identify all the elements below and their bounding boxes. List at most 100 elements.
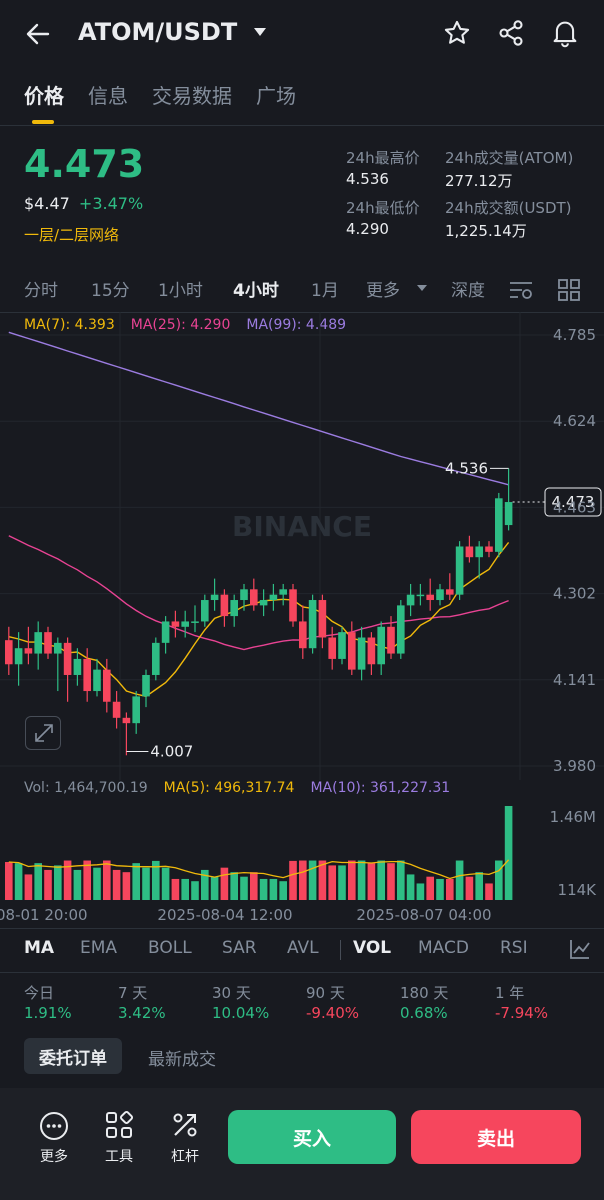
candle: [455, 541, 464, 601]
candle-body: [436, 589, 444, 601]
ind-ema[interactable]: EMA: [80, 938, 118, 958]
candle-body: [201, 600, 209, 622]
high-value: 4.536: [346, 170, 389, 188]
candle: [397, 600, 405, 659]
volume-bar: [161, 867, 170, 900]
volume-bar: [171, 878, 180, 900]
volume-bar: [112, 869, 121, 900]
candle: [171, 610, 180, 638]
candle-body: [103, 669, 111, 702]
tab-price[interactable]: 价格: [24, 84, 64, 108]
x-tick-label: 2025-08-04 12:00: [157, 906, 292, 924]
ind-macd[interactable]: MACD: [418, 938, 469, 958]
tab-open-orders[interactable]: 委托订单: [24, 1038, 122, 1074]
indicator-chart-icon[interactable]: [568, 937, 592, 961]
candle: [465, 535, 474, 563]
volume-bar: [318, 860, 327, 900]
volume-bar: [103, 860, 111, 900]
buy-button[interactable]: 买入: [228, 1110, 396, 1164]
ind-rsi[interactable]: RSI: [500, 938, 528, 958]
ind-sar[interactable]: SAR: [222, 938, 257, 958]
candle-body: [465, 546, 474, 558]
candle-body: [299, 621, 307, 649]
tools-icon[interactable]: [104, 1110, 134, 1140]
ind-boll[interactable]: BOLL: [148, 938, 192, 958]
candle-body: [367, 637, 376, 665]
candle: [152, 637, 160, 681]
tab-latest-trades[interactable]: 最新成交: [148, 1050, 216, 1070]
ind-ma[interactable]: MA: [24, 938, 55, 958]
sell-button[interactable]: 卖出: [411, 1110, 581, 1164]
candle-body: [152, 642, 160, 675]
back-arrow-icon[interactable]: [24, 20, 52, 48]
interval-depth[interactable]: 深度: [451, 281, 485, 301]
volume-bar: [201, 869, 209, 900]
performance-label: 180 天: [400, 984, 449, 1002]
interval-15m[interactable]: 15分: [91, 281, 130, 301]
fullscreen-button[interactable]: [25, 716, 61, 750]
interval-time[interactable]: 分时: [24, 281, 58, 301]
candle: [495, 492, 503, 558]
candle: [122, 712, 131, 756]
star-icon[interactable]: [443, 19, 471, 47]
tools-label[interactable]: 工具: [105, 1149, 133, 1165]
candle: [259, 589, 268, 617]
leverage-icon[interactable]: [170, 1110, 200, 1140]
performance-label: 7 天: [118, 984, 148, 1002]
pair-title[interactable]: ATOM/USDT: [78, 18, 238, 46]
volume-bar: [132, 863, 140, 900]
volume-bar: [230, 872, 238, 900]
chart-settings-icon[interactable]: [508, 278, 534, 302]
candle-body: [83, 658, 91, 692]
tab-trading-data[interactable]: 交易数据: [152, 84, 232, 108]
expand-icon: [35, 724, 53, 742]
main-tabs: 价格 信息 交易数据 广场: [24, 80, 296, 109]
ma-legend: MA(7): 4.393 MA(25): 4.290 MA(99): 4.489: [24, 317, 346, 333]
divider: [0, 125, 604, 126]
category-tag[interactable]: 一层/二层网络: [24, 226, 120, 244]
more-label[interactable]: 更多: [40, 1149, 68, 1165]
performance-value: 3.42%: [118, 1004, 166, 1022]
candle: [103, 658, 111, 713]
tab-info[interactable]: 信息: [88, 84, 128, 108]
candle-body: [357, 637, 366, 670]
volume-label: 24h成交量(ATOM): [445, 149, 574, 167]
interval-1h[interactable]: 1小时: [158, 281, 203, 301]
vol-ma5-path: [8, 859, 510, 880]
volume-chart[interactable]: 1.46M 114K 08-01 20:00 2025-08-04 12:00 2025…: [0, 800, 604, 930]
performance-label: 90 天: [306, 984, 345, 1002]
candle-body: [455, 546, 464, 595]
leverage-label[interactable]: 杠杆: [171, 1149, 199, 1165]
interval-more[interactable]: 更多: [366, 281, 400, 301]
tab-square[interactable]: 广场: [256, 84, 296, 108]
candle-body: [387, 626, 395, 654]
interval-4h[interactable]: 4小时: [233, 281, 279, 301]
volume-bar: [357, 860, 366, 900]
candle: [250, 578, 258, 611]
candle: [181, 610, 189, 638]
ind-avl[interactable]: AVL: [287, 938, 319, 958]
candle-body: [318, 600, 327, 638]
performance-value: 0.68%: [400, 1004, 448, 1022]
bell-icon[interactable]: [551, 18, 579, 48]
volume-bar: [308, 860, 317, 900]
share-icon[interactable]: [497, 19, 525, 47]
candle: [426, 578, 434, 611]
y-tick-label: 4.624: [553, 412, 596, 430]
candlestick-chart[interactable]: BINANCE 4.473 4.536 4.007 4.785 4.624 4.463 4…: [0, 312, 604, 780]
low-label: 24h最低价: [346, 199, 420, 217]
more-circle-icon[interactable]: [38, 1110, 70, 1142]
candle: [279, 583, 287, 606]
layout-grid-icon[interactable]: [557, 278, 581, 302]
candle-body: [171, 621, 180, 627]
candle: [132, 691, 140, 734]
interval-1M[interactable]: 1月: [311, 281, 339, 301]
candle-body: [308, 600, 317, 649]
ind-vol[interactable]: VOL: [353, 938, 392, 958]
candle-body: [63, 642, 72, 675]
candle: [377, 621, 385, 675]
candle: [416, 583, 425, 606]
candle-body: [191, 621, 199, 623]
caret-down-icon[interactable]: [252, 26, 268, 38]
volume-bar: [426, 876, 434, 900]
